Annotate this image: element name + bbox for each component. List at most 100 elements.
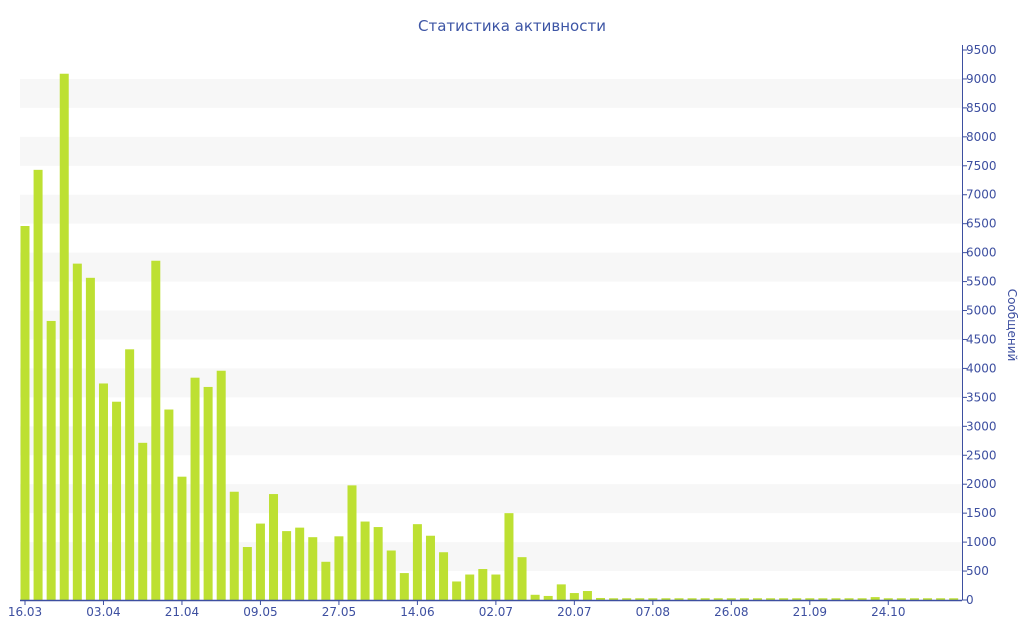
bar [190, 377, 200, 600]
bar [439, 552, 449, 600]
y-tick-label: 5500 [966, 275, 997, 289]
chart-title: Статистика активности [418, 17, 606, 35]
bar [399, 573, 409, 600]
y-axis-label: Сообщений [1005, 289, 1019, 362]
y-tick-label: 9000 [966, 72, 997, 86]
y-tick-label: 8000 [966, 130, 997, 144]
bar [282, 531, 292, 600]
bar [831, 598, 841, 600]
y-tick-label: 1500 [966, 506, 997, 520]
bar [151, 260, 161, 600]
x-tick-label: 20.07 [557, 605, 591, 619]
bar [321, 561, 331, 600]
bar [569, 593, 579, 600]
x-tick-label: 21.04 [165, 605, 199, 619]
bar [779, 598, 789, 600]
bar [609, 598, 619, 600]
bar [334, 536, 344, 600]
bar [452, 581, 462, 600]
y-tick-label: 0 [966, 593, 974, 607]
bar [295, 527, 305, 600]
bar [870, 597, 880, 600]
bar [308, 537, 318, 600]
bar [177, 476, 187, 600]
bar [818, 598, 828, 600]
x-tick-label: 09.05 [243, 605, 277, 619]
y-tick-label: 4500 [966, 332, 997, 346]
bar [543, 595, 553, 600]
bar [46, 320, 56, 600]
bar [752, 598, 762, 600]
y-tick-label: 7000 [966, 188, 997, 202]
bar [949, 598, 959, 600]
bar [622, 598, 632, 600]
bar [412, 524, 422, 600]
bar [85, 277, 95, 600]
x-tick-label: 21.09 [793, 605, 827, 619]
bar [844, 598, 854, 600]
grid-band [20, 542, 962, 572]
bar [766, 598, 776, 600]
bar [216, 370, 226, 600]
grid-bands [20, 78, 962, 572]
bar [373, 527, 383, 600]
bars [20, 73, 959, 601]
grid-band [20, 194, 962, 224]
y-tick-label: 9500 [966, 43, 997, 57]
x-tick-label: 27.05 [322, 605, 356, 619]
bar [936, 598, 946, 600]
bar [138, 442, 148, 600]
x-tick-label: 24.10 [871, 605, 905, 619]
bar [33, 169, 43, 600]
bar [805, 598, 815, 600]
x-tick-label: 16.03 [8, 605, 42, 619]
bar [386, 550, 396, 600]
y-tick-label: 6500 [966, 217, 997, 231]
bar [504, 513, 514, 600]
bar [465, 574, 475, 600]
grid-band [20, 368, 962, 398]
x-tick-label: 02.07 [479, 605, 513, 619]
bar [582, 591, 592, 600]
bar [360, 521, 370, 600]
bar [530, 594, 540, 600]
bar [229, 491, 239, 600]
grid-band [20, 136, 962, 166]
bar [203, 386, 213, 600]
y-tick-label: 8500 [966, 101, 997, 115]
bar [713, 598, 723, 600]
bar [923, 598, 933, 600]
bar [269, 494, 279, 600]
y-tick-label: 7500 [966, 159, 997, 173]
axes [20, 45, 963, 602]
bar [739, 598, 749, 600]
y-tick-label: 2500 [966, 448, 997, 462]
y-axis-ticks: 0 500 1000 1500 2000 2500 3000 3500 4000 4500 5000… [962, 43, 997, 607]
bar [687, 598, 697, 600]
bar [896, 598, 906, 600]
bar [674, 598, 684, 600]
bar [164, 409, 174, 600]
bar [112, 401, 122, 600]
bar [857, 598, 867, 600]
bar [661, 598, 671, 600]
x-tick-label: 07.08 [636, 605, 670, 619]
bar [59, 73, 69, 601]
grid-band [20, 252, 962, 282]
bar [700, 598, 710, 600]
bar [478, 569, 488, 600]
bar [491, 574, 501, 600]
bar [648, 598, 658, 600]
bar [883, 598, 893, 600]
bar [792, 598, 802, 600]
bar [125, 349, 135, 600]
bar [517, 557, 527, 600]
bar [20, 226, 30, 600]
y-tick-label: 3500 [966, 390, 997, 404]
y-tick-label: 1000 [966, 535, 997, 549]
bar [596, 597, 606, 600]
bar [255, 523, 265, 600]
grid-band [20, 426, 962, 456]
grid-band [20, 484, 962, 514]
y-tick-label: 5000 [966, 304, 997, 318]
